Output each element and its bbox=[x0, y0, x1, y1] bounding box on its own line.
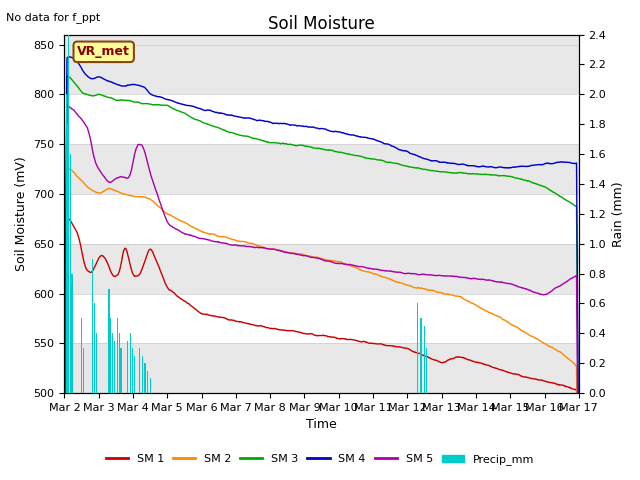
Bar bbox=[132, 348, 133, 393]
Y-axis label: Soil Moisture (mV): Soil Moisture (mV) bbox=[15, 156, 28, 271]
Bar bbox=[65, 35, 579, 94]
Bar bbox=[94, 303, 95, 393]
Bar bbox=[142, 356, 143, 393]
Bar bbox=[118, 334, 120, 393]
Y-axis label: Rain (mm): Rain (mm) bbox=[612, 181, 625, 247]
Bar bbox=[147, 371, 148, 393]
Bar bbox=[65, 94, 67, 393]
Bar bbox=[67, 124, 68, 393]
Bar bbox=[127, 341, 129, 393]
Bar bbox=[65, 343, 579, 393]
Bar bbox=[120, 348, 122, 393]
Bar bbox=[113, 341, 115, 393]
Bar bbox=[108, 288, 109, 393]
Bar bbox=[110, 318, 111, 393]
Bar bbox=[150, 378, 151, 393]
Text: VR_met: VR_met bbox=[77, 45, 130, 58]
Bar bbox=[426, 348, 427, 393]
X-axis label: Time: Time bbox=[307, 419, 337, 432]
Bar bbox=[96, 334, 97, 393]
Legend: SM 1, SM 2, SM 3, SM 4, SM 5, Precip_mm: SM 1, SM 2, SM 3, SM 4, SM 5, Precip_mm bbox=[101, 450, 539, 469]
Text: No data for f_ppt: No data for f_ppt bbox=[6, 12, 100, 23]
Bar bbox=[83, 348, 84, 393]
Bar bbox=[68, 35, 69, 393]
Bar bbox=[92, 259, 93, 393]
Bar bbox=[130, 334, 131, 393]
Bar bbox=[424, 326, 425, 393]
Bar bbox=[134, 356, 135, 393]
Bar bbox=[65, 144, 579, 194]
Bar bbox=[81, 318, 82, 393]
Bar bbox=[112, 334, 113, 393]
Bar bbox=[70, 154, 71, 393]
Title: Soil Moisture: Soil Moisture bbox=[268, 15, 375, 33]
Bar bbox=[65, 244, 579, 294]
Bar bbox=[71, 274, 72, 393]
Bar bbox=[420, 318, 422, 393]
Bar bbox=[417, 303, 419, 393]
Bar bbox=[117, 318, 118, 393]
